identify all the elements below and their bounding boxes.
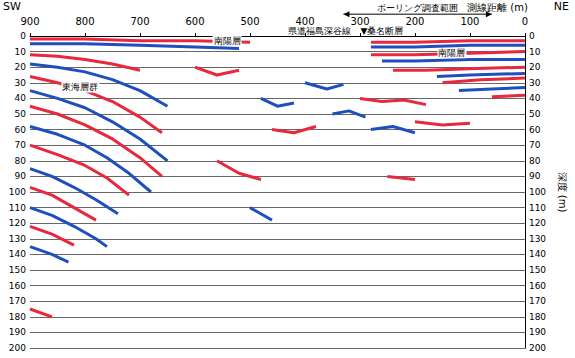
svg-text:県道福島深谷線: 県道福島深谷線 <box>288 26 351 36</box>
svg-text:700: 700 <box>130 16 149 27</box>
svg-text:160: 160 <box>529 281 546 291</box>
svg-text:120: 120 <box>9 218 26 228</box>
svg-text:900: 900 <box>20 16 39 27</box>
svg-text:110: 110 <box>529 203 546 213</box>
svg-text:140: 140 <box>9 249 26 259</box>
svg-text:90: 90 <box>15 171 27 181</box>
svg-text:600: 600 <box>185 16 204 27</box>
svg-text:ボーリング調査範囲: ボーリング調査範囲 <box>377 3 458 13</box>
svg-text:30: 30 <box>529 78 541 88</box>
svg-text:20: 20 <box>15 62 27 72</box>
svg-text:深度 (m): 深度 (m) <box>557 172 568 213</box>
svg-text:130: 130 <box>529 234 546 244</box>
svg-text:200: 200 <box>529 343 546 353</box>
svg-text:150: 150 <box>529 265 546 275</box>
svg-text:150: 150 <box>9 265 26 275</box>
svg-text:800: 800 <box>75 16 94 27</box>
svg-text:400: 400 <box>295 16 314 27</box>
svg-text:180: 180 <box>9 312 26 322</box>
svg-text:東海層群: 東海層群 <box>62 82 98 92</box>
svg-text:200: 200 <box>405 16 424 27</box>
svg-text:南陽層: 南陽層 <box>214 36 241 46</box>
svg-text:180: 180 <box>529 312 546 322</box>
svg-text:60: 60 <box>529 125 541 135</box>
svg-text:100: 100 <box>9 187 26 197</box>
svg-text:0: 0 <box>20 31 26 41</box>
svg-text:200: 200 <box>9 343 26 353</box>
svg-text:160: 160 <box>9 281 26 291</box>
svg-text:130: 130 <box>9 234 26 244</box>
svg-text:190: 190 <box>529 327 546 337</box>
svg-text:300: 300 <box>350 16 369 27</box>
svg-text:40: 40 <box>15 93 27 103</box>
svg-text:▼桑名断層: ▼桑名断層 <box>360 26 403 36</box>
svg-text:20: 20 <box>529 62 541 72</box>
svg-text:50: 50 <box>15 109 27 119</box>
svg-text:100: 100 <box>460 16 479 27</box>
svg-text:測線距離 (m): 測線距離 (m) <box>467 2 528 13</box>
svg-text:10: 10 <box>15 47 27 57</box>
svg-text:80: 80 <box>529 156 541 166</box>
svg-text:120: 120 <box>529 218 546 228</box>
svg-text:60: 60 <box>15 125 27 135</box>
svg-text:0: 0 <box>529 31 535 41</box>
svg-text:80: 80 <box>15 156 27 166</box>
svg-text:500: 500 <box>240 16 259 27</box>
svg-text:190: 190 <box>9 327 26 337</box>
svg-text:170: 170 <box>9 296 26 306</box>
svg-text:90: 90 <box>529 171 541 181</box>
svg-text:南陽層: 南陽層 <box>438 48 465 58</box>
svg-text:140: 140 <box>529 249 546 259</box>
svg-text:110: 110 <box>9 203 26 213</box>
svg-text:70: 70 <box>15 140 27 150</box>
svg-text:40: 40 <box>529 93 541 103</box>
svg-text:NE: NE <box>554 0 569 13</box>
svg-text:100: 100 <box>529 187 546 197</box>
svg-text:50: 50 <box>529 109 541 119</box>
svg-text:10: 10 <box>529 47 541 57</box>
svg-text:30: 30 <box>15 78 27 88</box>
svg-text:70: 70 <box>529 140 541 150</box>
svg-text:0: 0 <box>522 16 528 27</box>
svg-text:SW: SW <box>3 0 21 13</box>
svg-text:170: 170 <box>529 296 546 306</box>
